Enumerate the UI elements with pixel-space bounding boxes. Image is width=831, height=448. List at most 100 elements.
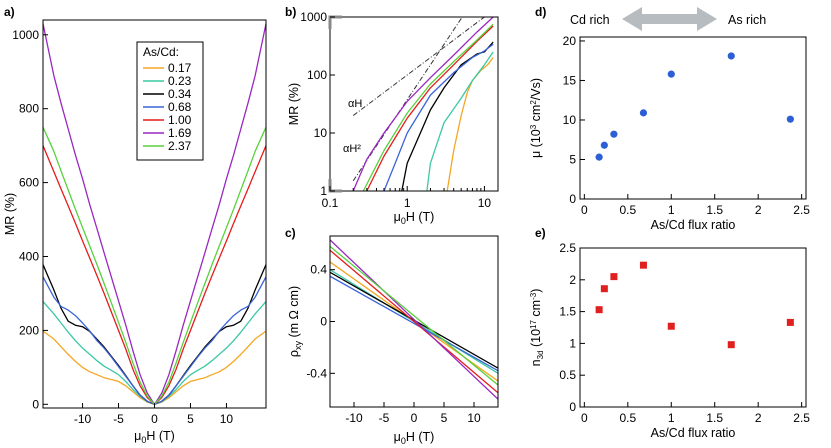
x-tick-label-c: -10: [345, 411, 363, 425]
plot-c: -10 -5 0 5 10 -0.4 0 0.4 μ0H (T) ρxy (m Ω cm): [287, 235, 499, 446]
y-tick-label-a: 600: [19, 176, 39, 190]
legend-label: 1.69: [168, 126, 192, 140]
x-tick-label-a: -5: [113, 412, 124, 426]
y-tick-label-a: 0: [32, 397, 39, 411]
series-line-c-2.37: [330, 245, 498, 386]
x-axis-label-e: As/Cd flux ratio: [651, 426, 736, 440]
legend-label: 0.17: [168, 61, 192, 75]
legend: As/Cd: 0.170.230.340.681.001.692.37: [136, 41, 204, 161]
x-axis-label-d: As/Cd flux ratio: [651, 218, 736, 232]
plot-e: 0 0.5 1 1.5 2 2.5 0 0.5 1 1.5 2 2.5 As/Cd flux ratio…: [529, 241, 810, 440]
series-line-b-2.37: [362, 23, 494, 191]
y-tick-label-b: 1: [320, 184, 327, 198]
x-axis-label-a: μ0H (T): [134, 429, 175, 445]
x-tick-label-e: 0: [581, 411, 588, 425]
y-axis-label-b: MR (%): [287, 83, 301, 125]
plot-d: 0 0.5 1 1.5 2 2.5 0 5 10 15 20 As/Cd flux ratio μ (1…: [529, 34, 810, 232]
corner-accent-b: [328, 15, 342, 29]
panel-label-d: d): [535, 5, 546, 19]
series-line-a-0.68: [42, 276, 267, 405]
series-line-a-0.34: [42, 264, 267, 405]
y-axis-label-a: MR (%): [3, 193, 17, 235]
data-point-e: [600, 285, 608, 293]
y-tick-label-a: 800: [19, 102, 39, 116]
y-tick-label-d: 15: [563, 73, 577, 87]
x-tick-label-b: 10: [478, 196, 492, 210]
x-tick-label-c: -5: [379, 411, 390, 425]
series-line-b-1.69: [352, 17, 494, 191]
series-line-b-0.23: [426, 51, 494, 191]
y-tick-label-b: 10: [314, 126, 328, 140]
data-point-d: [667, 70, 675, 78]
data-point-e: [639, 261, 647, 269]
y-axis-label-c: ρxy (m Ω cm): [287, 286, 303, 357]
series-line-c-1.00: [330, 249, 498, 394]
series-line-b-0.17: [446, 57, 494, 191]
data-point-e: [786, 318, 794, 326]
y-tick-label-a: 200: [19, 323, 39, 337]
y-tick-label-d: 10: [563, 113, 577, 127]
y-axis-label-e: n3d (1017 cm-3): [529, 289, 545, 367]
legend-box: [136, 41, 204, 161]
y-tick-label-b: 100: [307, 68, 327, 82]
data-point-d: [595, 153, 603, 161]
x-tick-label-a: 5: [187, 412, 194, 426]
y-tick-label-e: 0.5: [559, 368, 576, 382]
annotation-linear: αH: [348, 98, 362, 110]
series-line-c-1.69: [330, 239, 498, 400]
legend-label: 0.34: [168, 87, 192, 101]
y-tick-label-c: 0: [320, 315, 327, 329]
y-tick-label-e: 1: [569, 336, 576, 350]
data-point-d: [786, 115, 794, 123]
panel-label-c: c): [285, 226, 296, 240]
axes-frame-e: [579, 247, 807, 408]
y-axis-label-d: μ (103 cm2/Vs): [529, 78, 543, 158]
x-tick-label-a: -10: [74, 412, 92, 426]
panel-label-e: e): [535, 226, 546, 240]
data-point-d: [727, 52, 735, 60]
x-tick-label-e: 1: [668, 411, 675, 425]
data-point-e: [667, 322, 675, 330]
series-line-b-0.34: [401, 41, 494, 191]
panel-label-a: a): [4, 5, 15, 19]
series-line-b-0.68: [383, 43, 494, 191]
x-axis-label-c: μ0H (T): [394, 430, 435, 446]
data-point-e: [595, 306, 603, 314]
panel-label-b: b): [285, 5, 296, 19]
y-tick-label-d: 20: [563, 34, 577, 48]
y-tick-label-a: 1000: [12, 28, 39, 42]
annotation-quadratic: αH²: [343, 143, 361, 155]
data-point-e: [727, 341, 735, 349]
data-point-d: [600, 141, 608, 149]
series-line-b-1.00: [366, 25, 494, 191]
y-tick-label-e: 0: [569, 400, 576, 414]
y-tick-label-c: -0.4: [306, 366, 327, 380]
y-tick-label-d: 0: [569, 192, 576, 206]
x-tick-label-d: 2: [755, 203, 762, 217]
data-point-d: [639, 109, 648, 117]
x-tick-label-a: 0: [151, 412, 158, 426]
x-tick-label-e: 1.5: [706, 411, 723, 425]
legend-items: 0.170.230.340.681.001.692.37: [143, 61, 192, 153]
x-tick-label-e: 2.5: [793, 411, 810, 425]
y-tick-label-a: 400: [19, 249, 39, 263]
cd-rich-label: Cd rich: [570, 13, 610, 27]
x-axis-label-b: μ0H (T): [394, 210, 435, 226]
data-point-d: [610, 130, 618, 138]
x-tick-label-c: 10: [467, 411, 481, 425]
x-tick-label-e: 0.5: [619, 411, 636, 425]
composition-arrow: Cd rich As rich: [570, 7, 766, 31]
y-tick-label-e: 2.5: [559, 241, 576, 255]
y-tick-label-b: 1000: [300, 10, 327, 24]
axes-frame-d: [579, 36, 807, 200]
legend-label: 2.37: [168, 139, 192, 153]
x-tick-label-c: 5: [441, 411, 448, 425]
axes-frame-b: [329, 16, 499, 192]
y-tick-label-e: 2: [569, 273, 576, 287]
x-tick-label-e: 2: [755, 411, 762, 425]
x-tick-label-b: 1: [404, 196, 411, 210]
x-tick-label-c: 0: [411, 411, 418, 425]
series-line-c-0.68: [330, 275, 498, 372]
